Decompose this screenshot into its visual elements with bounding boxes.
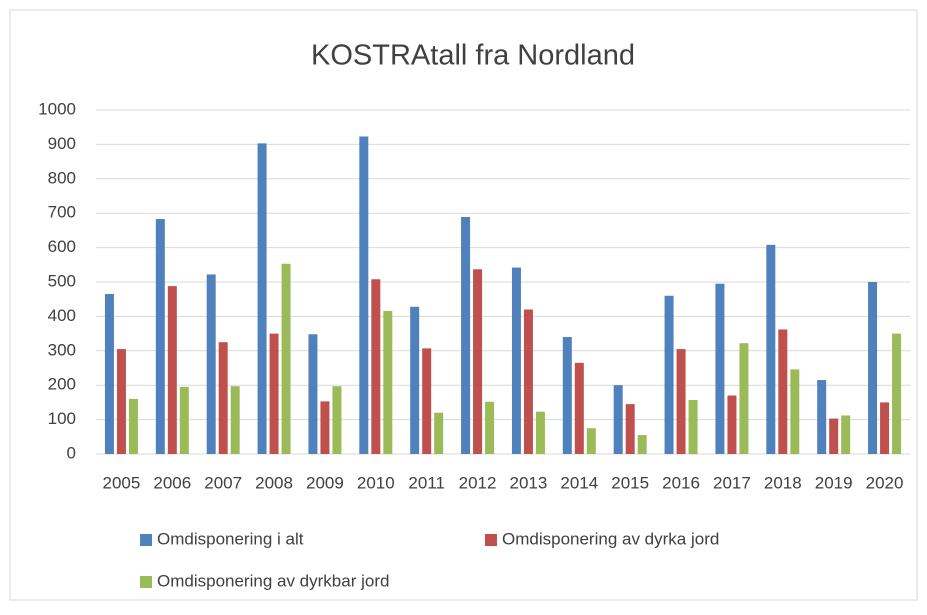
bar	[485, 401, 495, 454]
x-tick-label: 2017	[713, 473, 751, 492]
bar	[257, 143, 267, 455]
bar	[218, 342, 228, 454]
bar	[523, 309, 533, 454]
bar	[535, 411, 545, 454]
x-tick-label: 2014	[560, 473, 598, 492]
legend-label: Omdisponering av dyrka jord	[502, 529, 719, 548]
bar	[128, 398, 138, 454]
bar	[383, 310, 393, 454]
legend-swatch	[140, 576, 152, 588]
bar	[892, 333, 902, 454]
bar	[422, 348, 432, 454]
x-tick-label: 2008	[255, 473, 293, 492]
bar	[841, 415, 851, 454]
bar	[778, 329, 788, 454]
x-tick-label: 2010	[357, 473, 395, 492]
y-tick-label: 600	[48, 237, 76, 256]
y-tick-label: 800	[48, 168, 76, 187]
y-tick-label: 0	[67, 443, 76, 462]
legend-swatch	[140, 534, 152, 546]
x-tick-label: 2018	[764, 473, 802, 492]
x-tick-label: 2020	[866, 473, 904, 492]
legend-label: Omdisponering i alt	[157, 529, 304, 548]
bar	[688, 399, 698, 454]
bar	[664, 295, 674, 454]
x-tick-label: 2019	[815, 473, 853, 492]
bar	[281, 263, 291, 454]
x-tick-label: 2015	[611, 473, 649, 492]
bar	[715, 283, 725, 454]
bar	[320, 401, 330, 454]
bar	[625, 404, 635, 454]
x-tick-label: 2012	[459, 473, 497, 492]
bar	[511, 267, 521, 454]
legend-label: Omdisponering av dyrkbar jord	[157, 571, 389, 590]
bar	[817, 380, 827, 454]
y-tick-label: 200	[48, 375, 76, 394]
x-tick-label: 2009	[306, 473, 344, 492]
legend-swatch	[485, 534, 497, 546]
y-tick-label: 900	[48, 134, 76, 153]
y-tick-label: 700	[48, 203, 76, 222]
y-tick-label: 300	[48, 340, 76, 359]
bar	[269, 333, 279, 454]
bar	[586, 428, 596, 454]
bar	[116, 349, 126, 454]
bar	[155, 219, 165, 454]
bar	[739, 343, 749, 454]
bar	[562, 337, 572, 454]
bar	[880, 402, 890, 454]
bar	[790, 369, 800, 454]
x-tick-label: 2007	[204, 473, 242, 492]
bar	[434, 412, 444, 454]
bar	[766, 244, 776, 454]
bar	[829, 418, 839, 454]
bar	[104, 294, 114, 454]
bar	[613, 385, 623, 454]
bar	[371, 279, 381, 454]
x-tick-label: 2011	[408, 473, 445, 492]
y-tick-label: 1000	[38, 99, 76, 118]
x-tick-label: 2005	[103, 473, 141, 492]
bar	[179, 386, 189, 454]
bar	[637, 435, 647, 454]
chart-title: KOSTRAtall fra Nordland	[311, 40, 635, 72]
bar	[574, 362, 584, 454]
bar	[332, 386, 342, 454]
bar	[308, 334, 318, 454]
bar	[868, 282, 878, 454]
x-tick-label: 2016	[662, 473, 700, 492]
bar	[727, 395, 737, 454]
x-tick-label: 2013	[510, 473, 548, 492]
bar	[410, 306, 420, 454]
bar	[167, 286, 177, 454]
y-tick-label: 500	[48, 271, 76, 290]
bar	[461, 216, 471, 454]
x-tick-label: 2006	[153, 473, 191, 492]
bar	[230, 386, 240, 454]
y-tick-label: 400	[48, 306, 76, 325]
bar	[206, 274, 216, 454]
y-tick-label: 100	[48, 409, 76, 428]
bar	[676, 349, 686, 454]
bar	[359, 136, 369, 454]
bar	[473, 269, 483, 454]
